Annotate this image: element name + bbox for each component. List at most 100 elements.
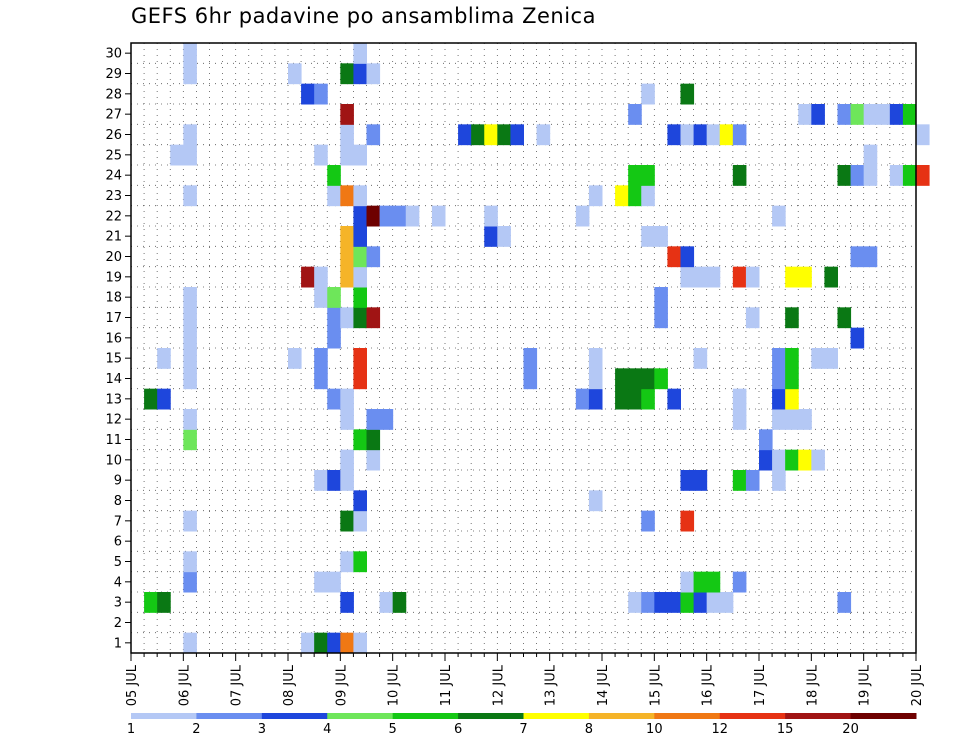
heatmap-cell (628, 368, 642, 390)
heatmap-cell (183, 307, 197, 329)
heatmap-cell (628, 388, 642, 410)
heatmap-cell (340, 104, 354, 125)
heatmap-cell (706, 124, 721, 146)
x-tick-label: 14 JUL (596, 664, 611, 706)
heatmap-cell (641, 510, 655, 532)
y-tick-label: 25 (105, 148, 122, 163)
heatmap-cell (654, 226, 668, 247)
heatmap-cell (157, 388, 171, 410)
y-tick-label: 20 (105, 250, 122, 265)
heatmap-cell (327, 327, 341, 349)
heatmap-cell (811, 348, 825, 369)
x-axis: 05 JUL 06 JUL 07 JUL 08 JUL 09 JUL 10 JUL 11 J… (125, 653, 925, 706)
y-tick-label: 28 (105, 87, 122, 102)
heatmap-cell (340, 144, 354, 166)
heatmap-cell (772, 368, 786, 390)
heatmap-cell (667, 246, 681, 268)
heatmap-cell (654, 307, 668, 329)
heatmap-cell (706, 571, 721, 593)
heatmap-cell (484, 205, 498, 227)
x-tick-label: 10 JUL (387, 664, 402, 706)
x-tick-label: 08 JUL (282, 664, 297, 706)
heatmap-cell (327, 571, 341, 593)
heatmap-cell (641, 185, 655, 207)
heatmap-cell (340, 510, 354, 532)
heatmap-cell (458, 124, 472, 146)
heatmap-cell (183, 409, 197, 430)
y-tick-label: 24 (105, 169, 122, 184)
heatmap-cell (680, 592, 695, 613)
heatmap-cell (484, 226, 498, 247)
heatmap-cell (340, 632, 354, 654)
heatmap-cell (654, 592, 668, 613)
heatmap-cell (366, 307, 381, 329)
heatmap-cell (183, 632, 197, 654)
x-tick-label: 11 JUL (439, 664, 454, 706)
heatmap-cell (575, 388, 590, 410)
heatmap-cell (340, 307, 354, 329)
heatmap-cell (732, 470, 747, 491)
heatmap-cell (379, 409, 394, 430)
colorbar-label: 20 (842, 722, 859, 737)
heatmap-cell (340, 388, 354, 410)
heatmap-cell (353, 144, 367, 166)
colorbar-label: 2 (192, 722, 200, 737)
heatmap-cell (588, 388, 603, 410)
heatmap-cell (340, 124, 354, 146)
heatmap-cell (366, 449, 381, 471)
heatmap-cell (850, 104, 865, 125)
heatmap-cell (641, 83, 655, 105)
x-tick-label: 15 JUL (648, 664, 663, 706)
heatmap-cell (353, 429, 367, 451)
heatmap-cell (353, 510, 367, 532)
colorbar-label: 15 (777, 722, 794, 737)
heatmap-cell (301, 266, 315, 288)
y-tick-label: 18 (105, 291, 122, 306)
heatmap-cell (615, 185, 629, 207)
heatmap-cell (288, 348, 302, 369)
heatmap-cell (902, 104, 917, 125)
heatmap-cell (732, 571, 747, 593)
heatmap-cell (183, 551, 197, 573)
colorbar-label: 6 (454, 722, 462, 737)
heatmap-cell (837, 592, 852, 613)
y-tick-label: 14 (105, 372, 122, 387)
heatmap-cell (680, 83, 695, 105)
heatmap-cell (693, 124, 708, 146)
heatmap-cell (327, 287, 341, 308)
y-tick-label: 2 (114, 616, 122, 631)
heatmap-cell (183, 327, 197, 349)
heatmap-cell (471, 124, 485, 146)
heatmap-cell (405, 205, 420, 227)
heatmap-cells (144, 43, 930, 654)
heatmap-cell (340, 449, 354, 471)
heatmap-cell (693, 592, 708, 613)
x-tick-label: 17 JUL (753, 664, 768, 706)
heatmap-cell (850, 327, 865, 349)
heatmap-cell (785, 368, 799, 390)
heatmap-cell (301, 632, 315, 654)
heatmap-cell (667, 124, 681, 146)
heatmap-cell (327, 185, 341, 207)
heatmap-cell (889, 104, 904, 125)
colorbar: 1 2 3 4 5 6 7 8 10 12 15 20 (127, 713, 917, 737)
heatmap-cell (902, 165, 917, 186)
y-tick-label: 3 (114, 596, 122, 611)
heatmap-cell (615, 388, 629, 410)
y-tick-label: 12 (105, 413, 122, 428)
heatmap-cell (366, 63, 381, 85)
heatmap-cell (340, 409, 354, 430)
colorbar-swatch (850, 713, 917, 719)
heatmap-cell (641, 592, 655, 613)
heatmap-cell (183, 43, 197, 64)
heatmap-cell (314, 368, 328, 390)
heatmap-cell (340, 63, 354, 85)
heatmap-cell (680, 246, 695, 268)
heatmap-cell (314, 470, 328, 491)
heatmap-cell (327, 165, 341, 186)
heatmap-cell (392, 592, 407, 613)
heatmap-cell (497, 226, 511, 247)
colorbar-label: 3 (258, 722, 266, 737)
y-tick-label: 22 (105, 209, 122, 224)
